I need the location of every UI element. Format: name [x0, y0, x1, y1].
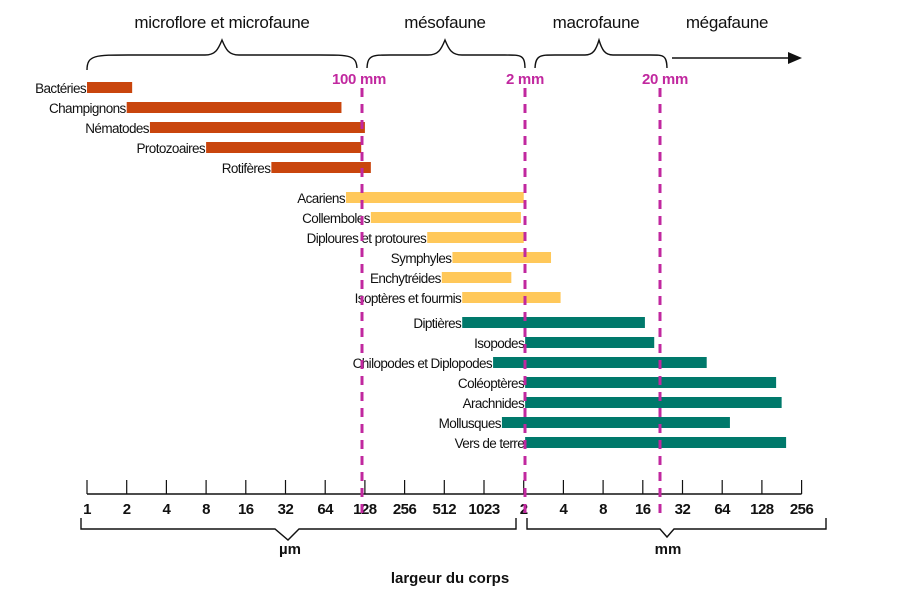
axis-tick-label: 64	[317, 501, 334, 518]
bar-label: Bactéries	[35, 81, 87, 96]
bar-micro	[126, 102, 342, 113]
axis-tick-label: 128	[353, 501, 377, 518]
axis-tick-label: 1	[83, 501, 91, 518]
bar-micro	[87, 82, 133, 93]
bar-label: Mollusques	[439, 416, 502, 431]
axis-tick-label: 4	[559, 501, 568, 518]
axis-tick-label: 256	[790, 501, 814, 518]
bar-label: Diploures et protoures	[307, 231, 427, 246]
bar-micro	[149, 122, 365, 133]
bar-label: Champignons	[49, 101, 127, 116]
bar-label: Isoptères et fourmis	[355, 291, 462, 306]
axis-tick-label: 512	[433, 501, 457, 518]
bar-meso	[427, 232, 524, 243]
bar-macro	[525, 397, 782, 408]
bar-label: Arachnides	[463, 396, 525, 411]
bar-label: Coléoptères	[458, 376, 525, 391]
bar-macro	[501, 417, 730, 428]
bar-micro	[271, 162, 371, 173]
bar-meso	[452, 252, 552, 263]
x-axis-title: largeur du corps	[391, 570, 509, 587]
bar-label: Rotifères	[222, 161, 271, 176]
bar-label: Isopodes	[474, 336, 525, 351]
axis-tick-label: 256	[393, 501, 417, 518]
bar-macro	[525, 377, 777, 388]
axis-tick-label: 8	[202, 501, 210, 518]
bars: Bactéries Champignons Nématodes Protozoaire…	[35, 81, 787, 451]
bar-macro	[525, 437, 787, 448]
unit-label-um: µm	[279, 541, 301, 558]
axis-tick-label: 4	[162, 501, 171, 518]
group-labels: microflore et microfaune mésofaune macrofa…	[134, 13, 768, 32]
bar-label: Protozoaires	[137, 141, 206, 156]
axis-tick-label: 1023	[468, 501, 500, 518]
axis-tick-label: 16	[238, 501, 254, 518]
unit-label-mm: mm	[655, 541, 682, 558]
group-label: macrofaune	[553, 13, 640, 32]
bar-meso	[441, 272, 512, 283]
bar-macro	[493, 357, 707, 368]
axis-tick-label: 32	[278, 501, 294, 518]
axis-tick-label: 2	[123, 501, 131, 518]
bar-macro	[462, 317, 645, 328]
group-label: mésofaune	[404, 13, 485, 32]
bar-label: Chilopodes et Diplopodes	[353, 356, 493, 371]
bar-label: Acariens	[297, 191, 346, 206]
group-label: microflore et microfaune	[134, 13, 309, 32]
threshold-label: 2 mm	[506, 71, 544, 88]
bar-meso	[345, 192, 524, 203]
megafaune-arrow	[672, 52, 802, 64]
brace-um	[80, 518, 517, 541]
group-label: mégafaune	[686, 13, 768, 32]
bar-meso	[462, 292, 561, 303]
group-braces	[80, 37, 827, 541]
threshold-lines: 100 mm 2 mm 20 mm	[323, 68, 701, 520]
bar-label: Enchytréides	[370, 271, 442, 286]
bar-label: Diptières	[413, 316, 462, 331]
bar-label: Symphyles	[391, 251, 452, 266]
axis-tick-label: 64	[714, 501, 731, 518]
axis-tick-label: 8	[599, 501, 607, 518]
bar-meso	[370, 212, 521, 223]
bar-micro	[206, 142, 362, 153]
threshold-label: 20 mm	[642, 71, 688, 88]
axis-tick-label: 32	[675, 501, 691, 518]
brace-microflore	[86, 38, 358, 71]
bar-macro	[525, 337, 655, 348]
axis-tick-label: 128	[750, 501, 774, 518]
bar-label: Nématodes	[85, 121, 149, 136]
axis-tick-label: 16	[635, 501, 651, 518]
brace-macrofaune	[534, 37, 668, 71]
brace-mesofaune	[366, 38, 526, 71]
bar-label: Collemboles	[302, 211, 371, 226]
x-axis: 12481632641282565121023248163264128256	[83, 480, 814, 518]
bar-label: Vers de terre	[455, 436, 525, 451]
threshold-label: 100 mm	[332, 71, 386, 88]
brace-mm	[526, 518, 827, 539]
